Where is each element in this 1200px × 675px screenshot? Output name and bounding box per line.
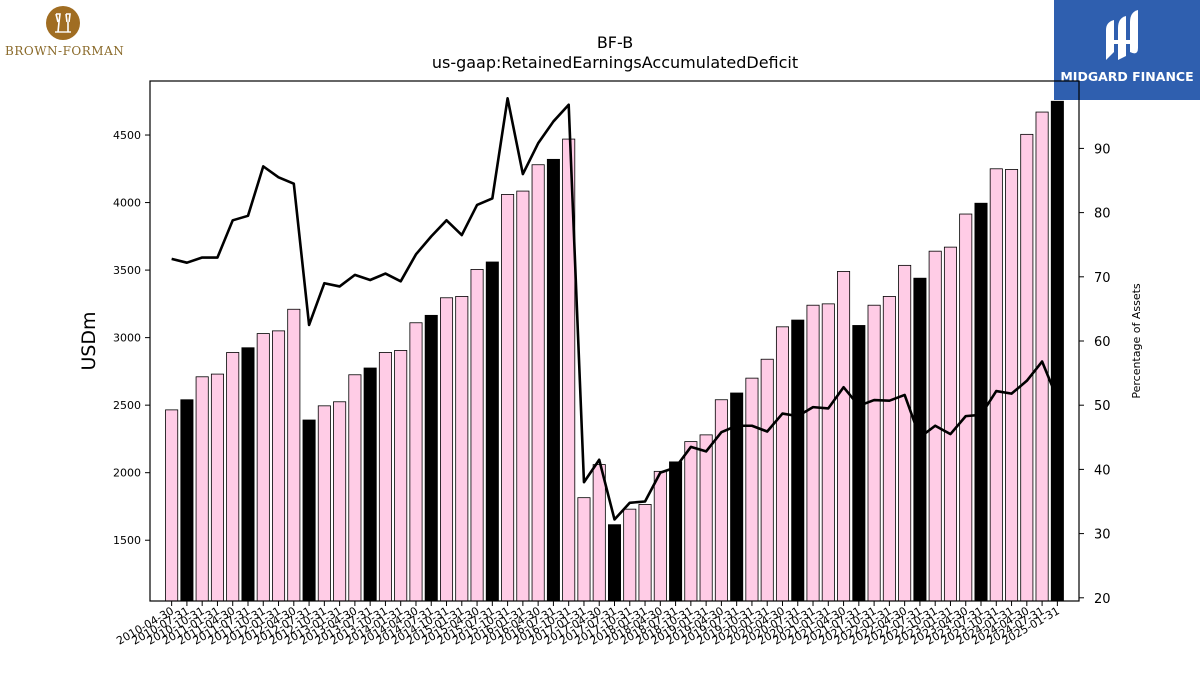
- brown-forman-wordmark: BROWN-FORMAN: [5, 44, 125, 58]
- bar-2017-07-31: [607, 524, 622, 602]
- bar-2012-01-31: [272, 330, 286, 602]
- bar-2011-07-31: [241, 347, 255, 602]
- bar-2021-01-31: [821, 303, 835, 602]
- y-tick-label: 3000: [113, 332, 141, 345]
- bar-2011-10-31: [256, 333, 270, 602]
- y-axis-label: USDm: [78, 311, 100, 370]
- y2-axis-label: Percentage of Assets: [1130, 283, 1143, 399]
- bar-2012-10-31: [317, 405, 331, 602]
- bar-2019-01-31: [699, 434, 713, 602]
- y2-tick-label: 80: [1094, 207, 1111, 222]
- line-layer: [171, 97, 1059, 521]
- bar-2021-07-31: [852, 325, 866, 602]
- bar-2019-10-31: [745, 377, 759, 602]
- bar-2024-07-31: [1035, 111, 1049, 602]
- y-tick-label: 2500: [113, 399, 141, 412]
- chart-subtitle: us-gaap:RetainedEarningsAccumulatedDefic…: [432, 53, 798, 72]
- bar-2011-04-30: [226, 352, 240, 602]
- bar-2014-04-30: [409, 322, 423, 602]
- y2-tick-label: 90: [1094, 142, 1111, 157]
- bar-2013-10-31: [378, 352, 392, 602]
- bar-2015-10-31: [501, 194, 515, 602]
- y2-tick-label: 20: [1094, 592, 1111, 607]
- bar-2015-04-30: [470, 269, 484, 602]
- bar-2013-07-31: [363, 367, 377, 602]
- bar-2019-07-31: [730, 392, 744, 602]
- brown-forman-emblem-icon: [46, 6, 80, 40]
- bar-2010-10-31: [195, 376, 209, 602]
- bar-2014-07-31: [424, 314, 438, 602]
- bar-2012-04-30: [287, 308, 301, 602]
- bar-2020-10-31: [806, 304, 820, 602]
- bar-2021-04-30: [837, 271, 851, 602]
- bar-2014-10-31: [440, 297, 454, 602]
- bar-2021-10-31: [867, 304, 881, 602]
- y2-tick-label: 50: [1094, 399, 1111, 414]
- bars-layer: [165, 100, 1064, 602]
- bar-2022-04-30: [898, 264, 912, 602]
- bar-2023-01-31: [943, 246, 957, 602]
- bar-2017-10-31: [623, 508, 637, 602]
- bar-2010-04-30: [165, 409, 179, 602]
- percentage-of-assets-line: [171, 97, 1059, 521]
- brown-forman-logo: BROWN-FORMAN: [0, 0, 130, 64]
- y-tick-label: 4500: [113, 129, 141, 142]
- bar-2012-07-31: [302, 419, 316, 602]
- bar-2022-07-31: [913, 277, 927, 602]
- bar-2018-07-31: [669, 461, 683, 602]
- y-axis-left: 1500 2000 2500 3000 3500 4000 4500: [113, 129, 150, 547]
- bar-2016-04-30: [531, 164, 545, 602]
- bar-2024-04-30: [1020, 133, 1034, 602]
- y-tick-label: 4000: [113, 197, 141, 210]
- y2-tick-label: 70: [1094, 271, 1111, 286]
- y-tick-label: 2000: [113, 467, 141, 480]
- bar-2017-01-31: [577, 497, 591, 602]
- bar-2020-04-30: [775, 326, 789, 602]
- bar-2020-01-31: [760, 358, 774, 602]
- y2-tick-label: 30: [1094, 528, 1111, 543]
- bar-2022-01-31: [882, 296, 896, 602]
- bar-2014-01-31: [394, 350, 408, 602]
- chart-title: BF-B: [597, 33, 633, 52]
- bar-2018-01-31: [638, 504, 652, 602]
- bar-2024-01-31: [1005, 169, 1019, 602]
- bar-2015-01-31: [455, 296, 469, 602]
- bar-2010-07-31: [180, 399, 194, 602]
- bar-2020-07-31: [791, 319, 805, 602]
- bar-2013-01-31: [333, 401, 347, 602]
- y-tick-label: 1500: [113, 534, 141, 547]
- bar-2023-04-30: [959, 213, 973, 602]
- midgard-finance-logo: MIDGARD FINANCE: [1054, 0, 1200, 100]
- bar-2016-01-31: [516, 190, 530, 602]
- bar-2023-10-31: [989, 168, 1003, 602]
- bar-2018-10-31: [684, 441, 698, 602]
- x-axis: 2010-04-302010-07-312010-10-312011-01-31…: [114, 601, 1062, 648]
- y2-tick-label: 60: [1094, 335, 1111, 350]
- bar-2016-07-31: [546, 158, 560, 602]
- bar-2018-04-30: [653, 470, 667, 602]
- bar-2017-04-30: [592, 464, 606, 602]
- midgard-finance-emblem-icon: [1106, 10, 1138, 60]
- y-axis-right: 20 30 40 50 60 70 80 90: [1079, 142, 1111, 607]
- y-tick-label: 3500: [113, 264, 141, 277]
- bar-2023-07-31: [974, 202, 988, 602]
- bar-2013-04-30: [348, 374, 362, 602]
- bar-2015-07-31: [485, 261, 499, 602]
- bar-2025-01-31: [1050, 100, 1064, 602]
- y2-tick-label: 40: [1094, 463, 1111, 478]
- midgard-finance-wordmark: MIDGARD FINANCE: [1060, 69, 1194, 84]
- bar-2011-01-31: [210, 373, 224, 602]
